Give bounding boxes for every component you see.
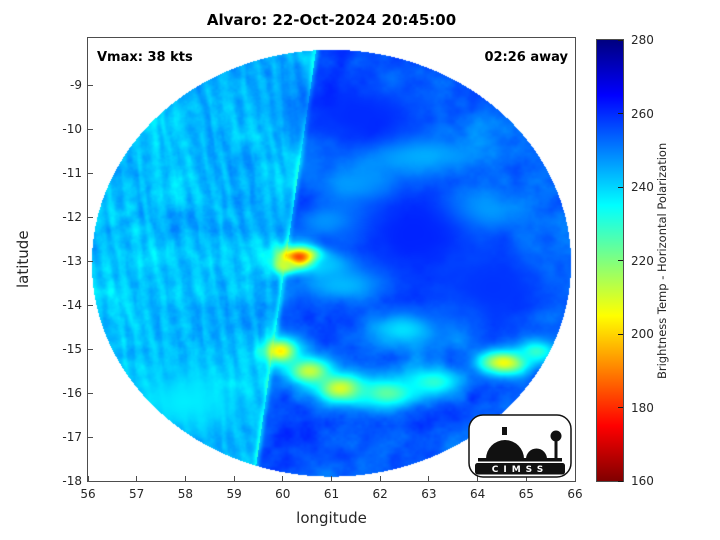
y-axis-label: latitude bbox=[14, 230, 32, 289]
y-tick-label: -13 bbox=[62, 254, 82, 269]
y-tick-mark bbox=[88, 348, 93, 350]
x-tick-label: 64 bbox=[469, 487, 486, 501]
observatory-icon: CIMSS bbox=[468, 414, 572, 478]
colorbar-tick-label: 220 bbox=[631, 253, 654, 268]
y-tick-mark bbox=[88, 436, 93, 438]
x-tick-label: 63 bbox=[421, 487, 437, 501]
y-tick-mark bbox=[88, 260, 93, 262]
x-tick-mark bbox=[233, 476, 235, 481]
x-tick-mark bbox=[574, 476, 576, 481]
x-tick-mark bbox=[525, 476, 527, 481]
cimss-logo-text: CIMSS bbox=[492, 465, 548, 475]
x-tick-label: 62 bbox=[372, 487, 388, 501]
y-tick-mark bbox=[88, 84, 93, 86]
x-tick-mark bbox=[87, 476, 89, 481]
colorbar-tick-label: 280 bbox=[631, 33, 654, 47]
x-tick-label: 61 bbox=[323, 487, 340, 501]
x-tick-mark bbox=[428, 476, 430, 481]
vmax-annotation: Vmax: 38 kts bbox=[97, 50, 193, 65]
y-tick-label: -9 bbox=[70, 78, 82, 93]
colorbar bbox=[597, 39, 623, 482]
cimss-logo: CIMSS bbox=[468, 414, 572, 478]
colorbar-tick-mark bbox=[618, 333, 623, 335]
y-tick-mark bbox=[88, 304, 93, 306]
y-tick-mark bbox=[88, 480, 93, 482]
colorbar-tick-label: 160 bbox=[631, 474, 654, 488]
satellite-image-canvas bbox=[88, 38, 575, 481]
x-tick-mark bbox=[136, 476, 138, 481]
x-tick-label: 58 bbox=[177, 487, 194, 501]
colorbar-tick-mark bbox=[618, 39, 623, 41]
y-tick-label: -10 bbox=[62, 122, 82, 137]
y-tick-label: -14 bbox=[62, 298, 82, 313]
x-tick-mark bbox=[379, 476, 381, 481]
y-tick-mark bbox=[88, 216, 93, 218]
x-tick-mark bbox=[331, 476, 332, 481]
x-tick-label: 60 bbox=[275, 487, 291, 501]
x-tick-mark bbox=[477, 476, 479, 481]
x-tick-label: 66 bbox=[567, 487, 583, 501]
x-tick-label: 65 bbox=[518, 487, 534, 501]
x-tick-label: 56 bbox=[80, 487, 96, 501]
y-tick-label: -17 bbox=[62, 430, 82, 444]
colorbar-tick-mark bbox=[618, 480, 623, 482]
y-tick-label: -12 bbox=[62, 210, 82, 225]
colorbar-tick-label: 240 bbox=[631, 180, 654, 194]
colorbar-tick-mark bbox=[618, 113, 623, 114]
y-tick-label: -18 bbox=[62, 474, 82, 488]
plot-area bbox=[87, 38, 576, 482]
y-tick-label: -16 bbox=[62, 386, 82, 401]
time-away-annotation: 02:26 away bbox=[484, 50, 568, 65]
colorbar-tick-mark bbox=[618, 260, 623, 261]
x-tick-mark bbox=[184, 476, 186, 481]
x-tick-mark bbox=[282, 476, 284, 481]
y-tick-mark bbox=[88, 392, 93, 394]
x-axis-label: longitude bbox=[296, 509, 367, 527]
colorbar-tick-mark bbox=[618, 186, 623, 188]
colorbar-tick-label: 200 bbox=[631, 327, 654, 341]
x-tick-label: 57 bbox=[129, 487, 145, 501]
colorbar-tick-label: 180 bbox=[631, 400, 654, 415]
colorbar-tick-mark bbox=[618, 407, 623, 408]
x-tick-label: 59 bbox=[226, 487, 242, 501]
y-tick-mark bbox=[88, 172, 93, 174]
figure-title: Alvaro: 22-Oct-2024 20:45:00 bbox=[206, 11, 457, 29]
colorbar-tick-label: 260 bbox=[631, 106, 654, 121]
y-tick-mark bbox=[88, 128, 93, 130]
y-tick-label: -15 bbox=[62, 342, 82, 357]
y-tick-label: -11 bbox=[62, 166, 82, 181]
